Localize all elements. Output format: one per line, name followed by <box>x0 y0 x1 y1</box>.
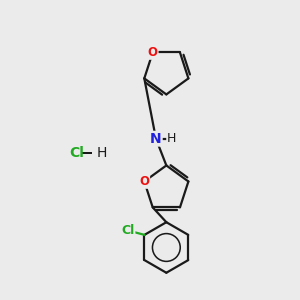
Text: O: O <box>139 175 149 188</box>
Text: N: N <box>150 132 162 146</box>
Text: H: H <box>97 146 107 160</box>
Text: O: O <box>148 46 158 59</box>
Text: H: H <box>167 132 176 145</box>
Text: Cl: Cl <box>70 146 85 160</box>
Text: Cl: Cl <box>122 224 135 237</box>
